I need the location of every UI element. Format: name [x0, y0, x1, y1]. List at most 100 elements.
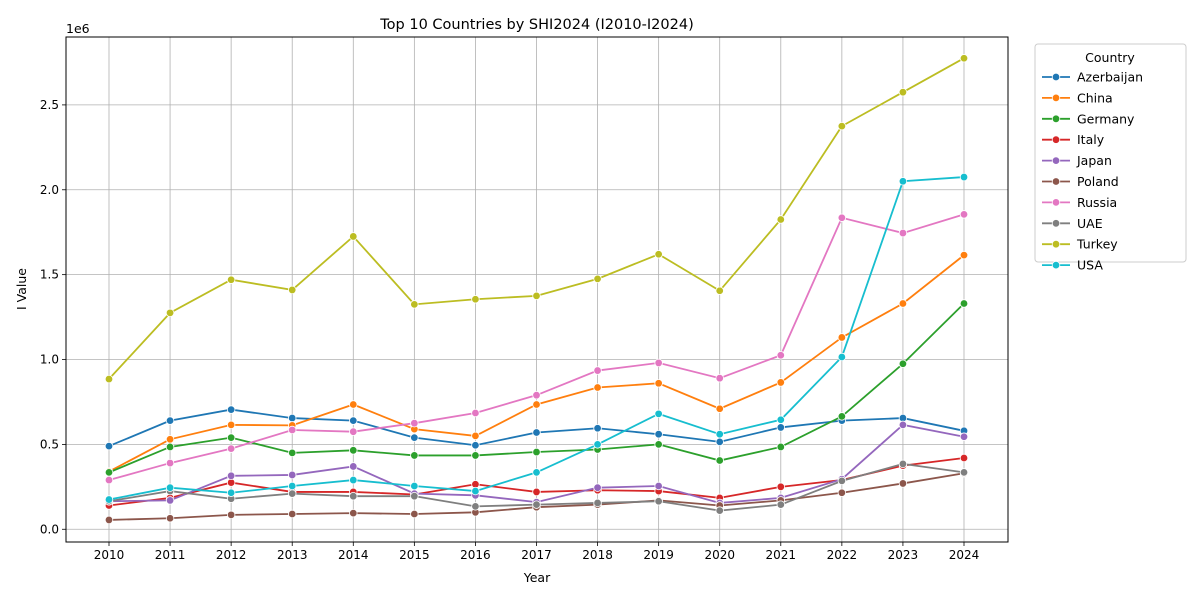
y-tick-label: 2.5	[40, 98, 59, 112]
x-tick-label: 2012	[216, 548, 247, 562]
legend-item-china: China	[1042, 90, 1113, 105]
data-point	[165, 435, 175, 444]
legend-label: Italy	[1077, 132, 1105, 147]
legend-swatch-marker	[1051, 177, 1061, 186]
data-point	[349, 508, 358, 518]
y-tick-label: 2.0	[40, 183, 59, 197]
x-tick-label: 2020	[704, 548, 735, 562]
data-point	[410, 481, 419, 491]
legend-label: Turkey	[1076, 237, 1118, 252]
data-point	[776, 215, 785, 224]
data-point	[104, 495, 114, 504]
data-point	[349, 475, 358, 485]
data-point	[226, 488, 236, 497]
x-axis-label: Year	[523, 570, 551, 585]
data-point	[715, 430, 724, 439]
data-point	[837, 213, 847, 222]
data-point	[532, 390, 541, 400]
y-tick-label: 1.0	[40, 353, 59, 367]
data-point	[349, 427, 358, 436]
x-tick-label: 2016	[460, 548, 491, 562]
data-point	[165, 483, 175, 492]
y-axis-label: I Value	[14, 268, 29, 310]
data-point	[654, 379, 663, 388]
legend-swatch-marker	[1051, 219, 1061, 228]
data-point	[226, 471, 236, 480]
legend-item-azerbaijan: Azerbaijan	[1042, 70, 1143, 85]
data-point	[654, 430, 663, 439]
data-point	[898, 87, 908, 97]
data-point	[654, 481, 663, 491]
data-point	[288, 470, 297, 480]
legend-swatch-marker	[1051, 239, 1061, 249]
x-tick-label: 2019	[643, 548, 674, 562]
data-point	[593, 483, 602, 492]
data-point	[898, 359, 908, 368]
x-tick-label: 2022	[827, 548, 858, 562]
x-tick-label: 2013	[277, 548, 308, 562]
data-point	[532, 428, 541, 437]
data-point	[349, 416, 358, 425]
legend-item-russia: Russia	[1042, 195, 1117, 210]
data-point	[226, 444, 236, 453]
legend-item-poland: Poland	[1042, 174, 1119, 189]
data-point	[959, 432, 969, 441]
data-point	[837, 476, 847, 486]
series-azerbaijan	[104, 405, 969, 451]
data-point	[837, 333, 847, 342]
data-point	[165, 308, 175, 318]
data-point	[104, 441, 114, 451]
legend-label: Poland	[1077, 174, 1119, 189]
legend-swatch-marker	[1051, 156, 1061, 165]
data-point	[959, 453, 969, 463]
legend-label: Russia	[1077, 195, 1117, 210]
data-point	[104, 515, 114, 525]
data-point	[898, 299, 908, 308]
data-point	[226, 433, 236, 442]
series-usa	[104, 172, 969, 504]
data-point	[471, 408, 480, 418]
legend-swatch-marker	[1051, 198, 1061, 207]
legend-item-japan: Japan	[1042, 153, 1112, 168]
data-point	[104, 468, 114, 477]
data-point	[288, 481, 297, 491]
x-tick-label: 2018	[582, 548, 613, 562]
data-point	[349, 232, 358, 241]
data-point	[349, 462, 358, 471]
data-point	[349, 491, 358, 501]
data-point	[776, 351, 785, 360]
data-point	[898, 479, 908, 488]
data-point	[654, 497, 663, 506]
data-point	[715, 404, 724, 413]
legend-label: Japan	[1076, 153, 1112, 168]
data-point	[776, 500, 785, 509]
legend-title: Country	[1085, 50, 1135, 65]
data-point	[898, 177, 908, 186]
data-point	[226, 510, 236, 520]
data-point	[226, 420, 236, 430]
data-point	[410, 418, 419, 428]
data-point	[593, 366, 602, 375]
data-point	[165, 416, 175, 425]
data-point	[226, 405, 236, 414]
y-axis-offset-label: 1e6	[66, 21, 90, 36]
x-tick-label: 2021	[766, 548, 797, 562]
data-point	[165, 496, 175, 505]
legend-swatch-marker	[1051, 114, 1061, 123]
legend-item-uae: UAE	[1042, 216, 1103, 231]
data-point	[349, 400, 358, 409]
data-point	[654, 440, 663, 449]
series-layer	[104, 54, 969, 525]
x-tick-label: 2014	[338, 548, 369, 562]
data-point	[226, 275, 236, 284]
legend-frame	[1034, 43, 1187, 263]
data-point	[288, 489, 297, 498]
series-china	[104, 250, 969, 476]
data-point	[959, 299, 969, 308]
legend-swatch-marker	[1051, 135, 1061, 144]
legend-label: Germany	[1077, 111, 1135, 126]
data-point	[837, 121, 847, 131]
data-point	[776, 415, 785, 424]
data-point	[288, 285, 297, 295]
data-point	[532, 500, 541, 509]
